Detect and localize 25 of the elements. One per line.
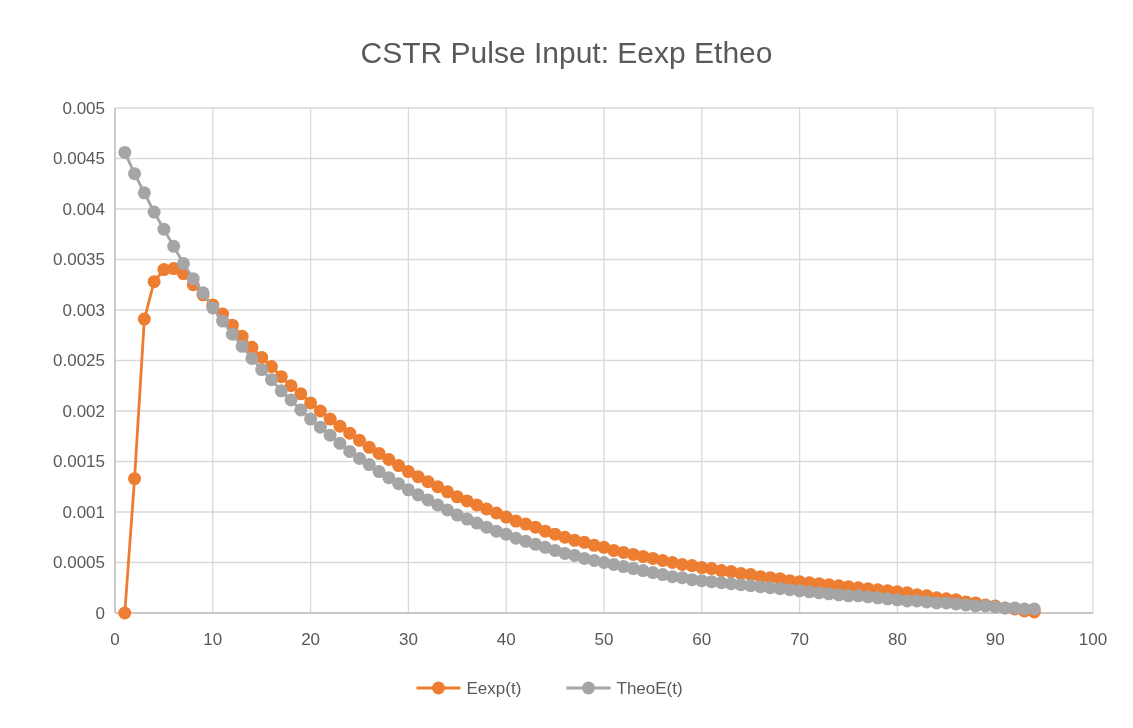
x-tick-label: 10 — [203, 630, 223, 649]
y-tick-label: 0.0035 — [53, 250, 105, 270]
y-tick-label: 0.0025 — [53, 351, 105, 371]
chart-title: CSTR Pulse Input: Eexp Etheo — [360, 36, 773, 69]
legend-label: Eexp(t) — [466, 678, 522, 698]
y-tick-label: 0.005 — [62, 98, 105, 118]
y-tick-label: 0.003 — [62, 300, 105, 320]
x-tick-label: 70 — [790, 630, 810, 649]
x-tick-label: 40 — [496, 630, 516, 649]
x-tick-label: 60 — [692, 630, 712, 649]
x-tick-label: 100 — [1078, 630, 1108, 649]
x-tick-label: 0 — [110, 630, 120, 649]
y-tick-label: 0.001 — [62, 502, 105, 522]
x-tick-label: 90 — [985, 630, 1005, 649]
x-tick-label: 50 — [594, 630, 614, 649]
y-tick-label: 0.0005 — [53, 553, 105, 573]
x-tick-label: 20 — [301, 630, 321, 649]
y-tick-label: 0.004 — [62, 199, 105, 219]
x-tick-label: 30 — [398, 630, 418, 649]
x-tick-label: 80 — [887, 630, 907, 649]
legend-label: TheoE(t) — [616, 678, 683, 698]
y-tick-label: 0.002 — [62, 401, 105, 421]
y-tick-label: 0 — [95, 603, 105, 623]
y-tick-label: 0.0045 — [53, 149, 105, 169]
y-tick-label: 0.0015 — [53, 452, 105, 472]
